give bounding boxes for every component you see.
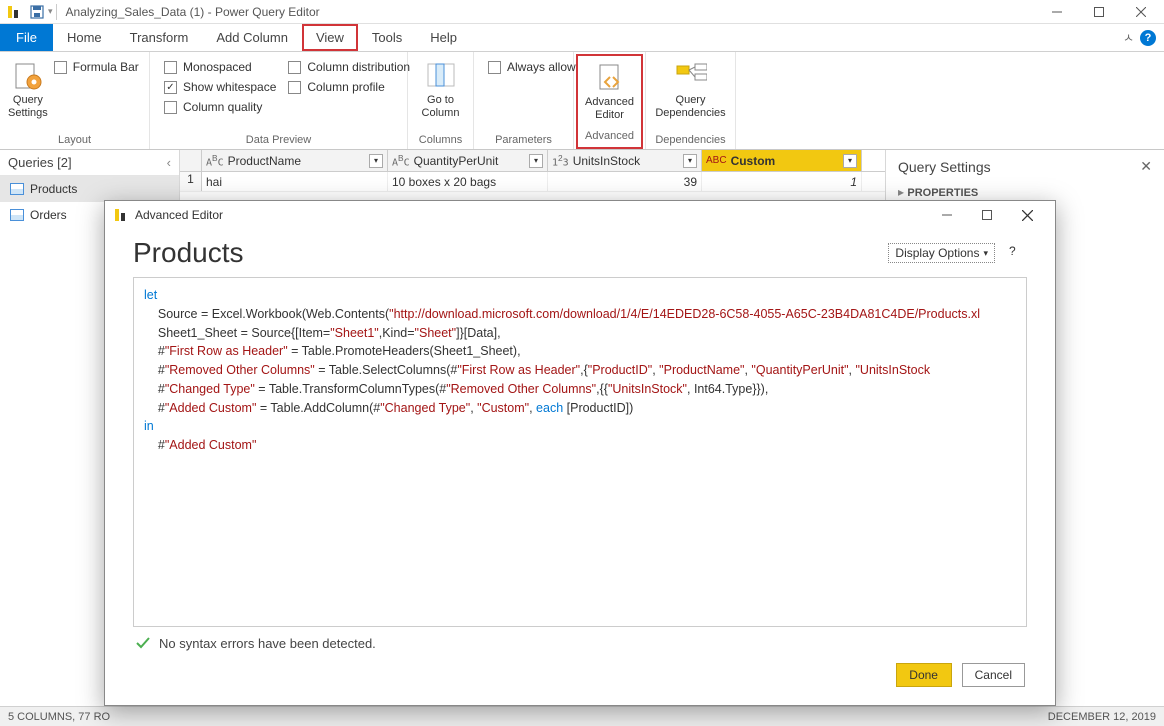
- always-allow-checkbox[interactable]: Always allow: [488, 60, 576, 74]
- group-columns: Columns: [416, 132, 465, 149]
- statusbar: 5 COLUMNS, 77 RO DECEMBER 12, 2019: [0, 706, 1164, 726]
- syntax-status: No syntax errors have been detected.: [133, 627, 1027, 659]
- group-advanced: Advanced: [580, 128, 639, 145]
- dialog-heading: Products: [133, 237, 244, 269]
- column-quality-checkbox[interactable]: Column quality: [164, 100, 276, 114]
- tab-help[interactable]: Help: [416, 24, 471, 51]
- status-right: DECEMBER 12, 2019: [1048, 711, 1156, 723]
- group-dependencies: Dependencies: [654, 132, 727, 149]
- table-icon: [10, 183, 24, 195]
- column-distribution-checkbox[interactable]: Column distribution: [288, 60, 410, 74]
- check-icon: [135, 635, 151, 651]
- queries-header: Queries [2]: [8, 155, 72, 170]
- tab-tools[interactable]: Tools: [358, 24, 416, 51]
- settings-title: Query Settings: [898, 159, 991, 175]
- group-parameters: Parameters: [482, 132, 565, 149]
- group-layout: Layout: [8, 132, 141, 149]
- query-item-products[interactable]: Products: [0, 176, 179, 202]
- save-icon[interactable]: [26, 1, 48, 23]
- filter-icon[interactable]: ▾: [683, 154, 697, 168]
- menubar: File Home Transform Add Column View Tool…: [0, 24, 1164, 52]
- query-settings-button[interactable]: Query Settings: [8, 56, 48, 120]
- collapse-queries-icon[interactable]: ‹: [167, 155, 171, 170]
- code-editor[interactable]: let Source = Excel.Workbook(Web.Contents…: [133, 277, 1027, 627]
- show-whitespace-checkbox[interactable]: Show whitespace: [164, 80, 276, 94]
- table-row[interactable]: 1 hai 10 boxes x 20 bags 39 1: [180, 172, 885, 192]
- dialog-close-button[interactable]: [1007, 201, 1047, 229]
- col-quantityperunit[interactable]: ABCQuantityPerUnit▾: [388, 150, 548, 171]
- close-button[interactable]: [1120, 0, 1162, 24]
- collapse-ribbon-icon[interactable]: ㅅ: [1123, 29, 1134, 46]
- tab-addcolumn[interactable]: Add Column: [202, 24, 302, 51]
- tab-transform[interactable]: Transform: [116, 24, 203, 51]
- display-options-dropdown[interactable]: Display Options▾: [888, 243, 995, 263]
- filter-icon[interactable]: ▾: [843, 154, 857, 168]
- col-productname[interactable]: ABCProductName▾: [202, 150, 388, 171]
- filter-icon[interactable]: ▾: [369, 154, 383, 168]
- query-dependencies-button[interactable]: Query Dependencies: [654, 56, 727, 120]
- properties-section[interactable]: PROPERTIES: [907, 187, 978, 199]
- help-icon[interactable]: ?: [1140, 30, 1156, 46]
- table-icon: [180, 150, 202, 171]
- filter-icon[interactable]: ▾: [529, 154, 543, 168]
- app-icon: [6, 4, 22, 20]
- cancel-button[interactable]: Cancel: [962, 663, 1025, 687]
- goto-column-button[interactable]: Go to Column: [416, 56, 465, 120]
- group-datapreview: Data Preview: [158, 132, 399, 149]
- tab-file[interactable]: File: [0, 24, 53, 51]
- formula-bar-checkbox[interactable]: Formula Bar: [54, 60, 139, 74]
- column-profile-checkbox[interactable]: Column profile: [288, 80, 410, 94]
- dialog-maximize-button[interactable]: [967, 201, 1007, 229]
- ribbon: Query Settings Formula Bar Layout Monosp…: [0, 52, 1164, 150]
- col-custom[interactable]: ABCCustom▾: [702, 150, 862, 171]
- titlebar: ▾ Analyzing_Sales_Data (1) - Power Query…: [0, 0, 1164, 24]
- help-icon[interactable]: ?: [1009, 244, 1027, 262]
- table-icon: [10, 209, 24, 221]
- monospaced-checkbox[interactable]: Monospaced: [164, 60, 276, 74]
- maximize-button[interactable]: [1078, 0, 1120, 24]
- advanced-editor-button[interactable]: Advanced Editor: [582, 58, 638, 122]
- window-title: Analyzing_Sales_Data (1) - Power Query E…: [66, 5, 320, 19]
- dialog-title: Advanced Editor: [135, 208, 223, 222]
- advanced-editor-dialog: Advanced Editor Products Display Options…: [104, 200, 1056, 706]
- dialog-minimize-button[interactable]: [927, 201, 967, 229]
- app-icon: [113, 207, 129, 223]
- col-unitsinstock[interactable]: 123UnitsInStock▾: [548, 150, 702, 171]
- minimize-button[interactable]: [1036, 0, 1078, 24]
- close-settings-icon[interactable]: ✕: [1140, 158, 1152, 175]
- status-left: 5 COLUMNS, 77 RO: [8, 711, 110, 723]
- done-button[interactable]: Done: [896, 663, 952, 687]
- tab-home[interactable]: Home: [53, 24, 116, 51]
- tab-view[interactable]: View: [302, 24, 358, 51]
